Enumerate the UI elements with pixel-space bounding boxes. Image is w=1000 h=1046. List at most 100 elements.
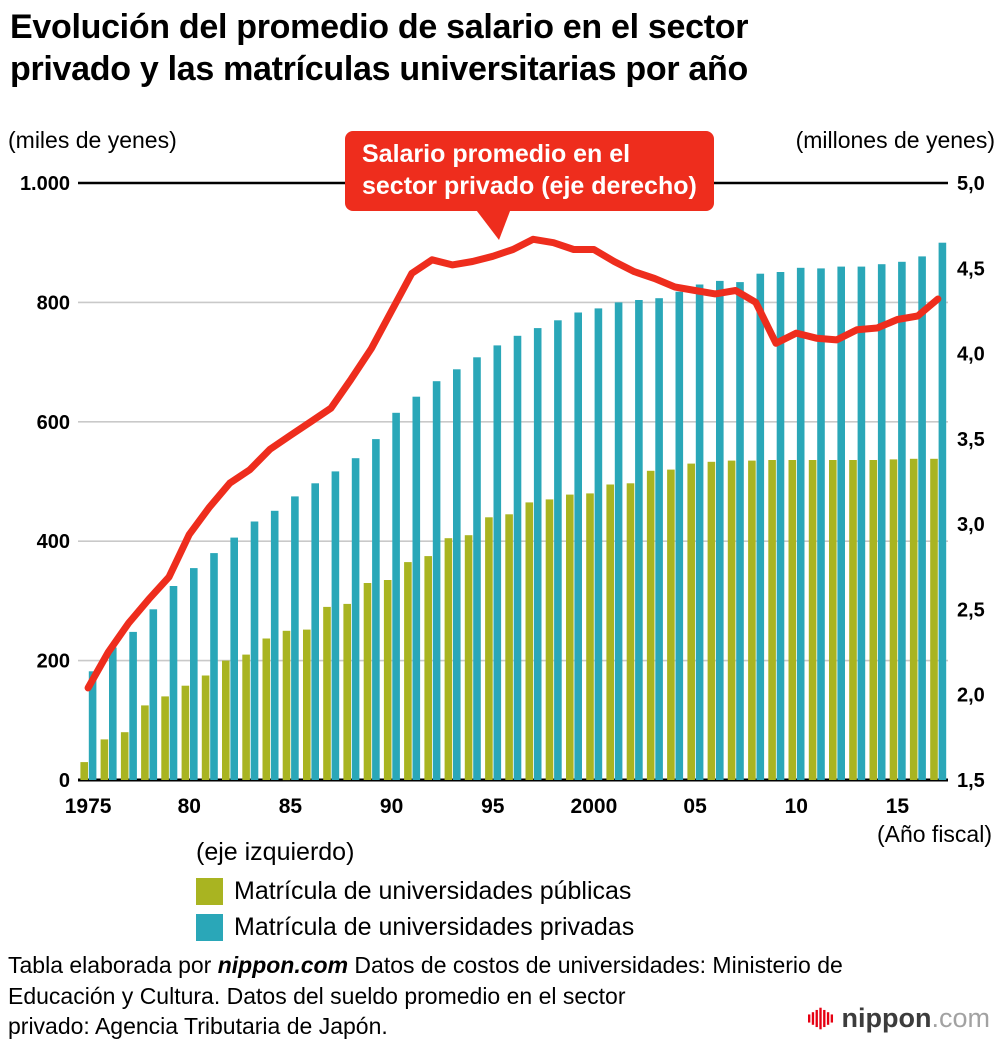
source-line1: Tabla elaborada por nippon.com Datos de … — [8, 950, 843, 981]
bar-private-1978 — [149, 609, 158, 780]
bar-private-2002 — [635, 300, 643, 780]
bar-private-2014 — [877, 264, 886, 780]
salary-callout: Salario promedio en el sector privado (e… — [345, 131, 714, 211]
bar-private-1981 — [210, 553, 218, 780]
bar-public-1989 — [363, 583, 372, 780]
bar-private-1985 — [291, 496, 299, 780]
bar-private-1980 — [190, 568, 198, 780]
title-line2: privado y las matrículas universitarias … — [10, 50, 748, 89]
bar-public-1987 — [323, 606, 331, 780]
bar-public-1980 — [181, 685, 190, 780]
bar-public-2006 — [707, 461, 716, 780]
left-axis-tick: 600 — [37, 412, 70, 434]
bar-public-1982 — [222, 660, 230, 780]
bar-private-2006 — [716, 280, 724, 780]
bar-private-2005 — [695, 284, 704, 780]
bar-public-1979 — [161, 696, 169, 780]
left-axis-tick: 200 — [37, 651, 70, 673]
bar-public-1977 — [120, 732, 129, 780]
bar-private-2008 — [756, 273, 765, 780]
bar-private-2013 — [857, 266, 866, 781]
bar-private-2017 — [938, 242, 947, 780]
bar-public-1996 — [505, 514, 513, 780]
bar-public-1999 — [566, 494, 574, 780]
bar-private-1982 — [230, 537, 238, 780]
bar-public-1990 — [383, 580, 392, 780]
bar-private-1979 — [169, 586, 178, 780]
bar-private-2004 — [675, 291, 684, 780]
bar-public-1995 — [485, 517, 493, 780]
bar-private-2015 — [898, 261, 906, 780]
bar-private-1986 — [311, 483, 319, 780]
bar-private-2009 — [776, 272, 785, 780]
x-axis-unit: (Año fiscal) — [876, 821, 992, 847]
bar-public-2014 — [869, 460, 878, 780]
bar-private-1993 — [453, 369, 461, 780]
bar-private-1997 — [533, 328, 542, 780]
legend-label-public: Matrícula de universidades públicas — [234, 877, 632, 905]
bar-public-2008 — [748, 460, 756, 780]
bar-private-1984 — [270, 510, 279, 780]
x-axis-tick: 05 — [683, 795, 707, 818]
right-axis-tick: 4,0 — [957, 344, 985, 366]
callout-line2: sector privado (eje derecho) — [362, 172, 697, 200]
bar-public-1993 — [444, 538, 453, 780]
right-axis-tick: 3,0 — [957, 514, 985, 536]
legend-item-public: Matrícula de universidades públicas — [196, 877, 634, 906]
bar-private-2010 — [796, 267, 805, 780]
right-axis-tick: 3,5 — [957, 429, 985, 451]
salary-line — [84, 235, 942, 692]
x-axis-tick: 85 — [279, 795, 303, 818]
bar-public-1997 — [525, 502, 534, 780]
nippon-logo: nippon .com — [807, 1003, 990, 1034]
bar-public-1981 — [201, 675, 210, 780]
bar-private-2016 — [918, 256, 926, 780]
bar-private-1987 — [331, 471, 340, 780]
bar-public-1984 — [262, 638, 271, 780]
page-title: Evolución del promedio de salario en el … — [10, 6, 970, 90]
title-line1: Evolución del promedio de salario en el … — [10, 8, 749, 46]
x-axis-tick: 80 — [178, 795, 201, 818]
bar-private-1994 — [473, 357, 481, 780]
bar-private-1977 — [129, 631, 137, 780]
bar-public-1975 — [80, 762, 88, 780]
left-axis-tick: 1.000 — [20, 173, 70, 195]
bar-public-2016 — [909, 458, 918, 780]
bar-public-1978 — [141, 705, 149, 780]
x-axis-tick: 1975 — [65, 795, 112, 818]
left-axis-tick: 400 — [37, 531, 70, 553]
bar-private-1989 — [372, 439, 380, 780]
bar-public-1988 — [343, 603, 351, 780]
bar-public-2015 — [889, 459, 898, 780]
nippon-logo-icon — [807, 1007, 833, 1030]
bar-private-1976 — [109, 647, 117, 780]
bar-private-1998 — [554, 320, 562, 780]
right-axis-tick: 2,0 — [957, 685, 985, 707]
source-line2: Educación y Cultura. Datos del sueldo pr… — [8, 982, 626, 1009]
bar-private-2000 — [594, 308, 603, 780]
bar-public-2003 — [646, 470, 655, 780]
logo-tld-text: .com — [931, 1003, 990, 1033]
bar-public-2001 — [606, 484, 614, 780]
x-axis-tick: 95 — [481, 795, 505, 818]
x-axis-tick: 15 — [886, 795, 910, 818]
logo-brand-text: nippon — [841, 1003, 932, 1033]
bar-public-1991 — [404, 562, 412, 780]
bar-private-1995 — [493, 345, 502, 780]
bar-public-2004 — [667, 469, 675, 780]
bar-private-1988 — [351, 458, 360, 780]
bar-public-1986 — [303, 629, 311, 780]
x-axis-tick: 2000 — [571, 795, 618, 818]
brand-name: nippon.com — [217, 952, 349, 978]
right-axis-tick: 1,5 — [957, 770, 985, 792]
bar-public-2012 — [829, 460, 837, 780]
source-note: Tabla elaborada por nippon.com Datos de … — [8, 950, 843, 1042]
public-bar-swatch — [196, 878, 223, 905]
x-axis-tick: 10 — [785, 795, 808, 818]
bar-public-2005 — [687, 463, 695, 780]
bar-private-2003 — [655, 298, 663, 780]
right-axis-tick: 5,0 — [957, 173, 985, 195]
bar-private-2007 — [736, 282, 744, 780]
right-axis-unit: (millones de yenes) — [795, 127, 995, 153]
